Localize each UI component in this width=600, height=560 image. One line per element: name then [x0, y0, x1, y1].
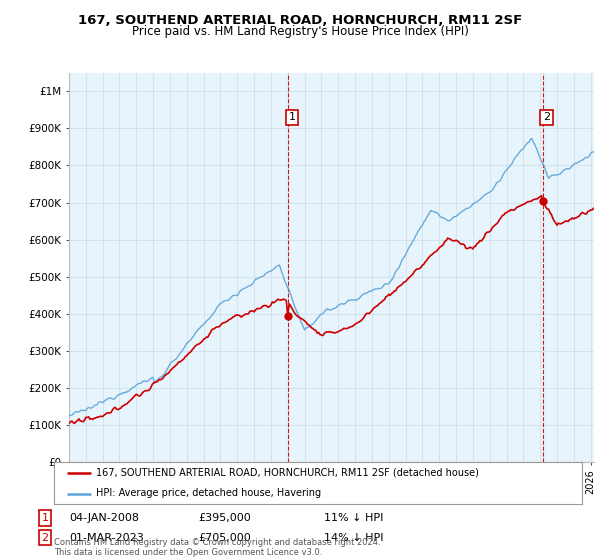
Text: 1: 1 — [289, 113, 295, 122]
Text: 01-MAR-2023: 01-MAR-2023 — [69, 533, 144, 543]
Text: 1: 1 — [41, 513, 49, 523]
Text: 14% ↓ HPI: 14% ↓ HPI — [324, 533, 383, 543]
Text: HPI: Average price, detached house, Havering: HPI: Average price, detached house, Have… — [96, 488, 322, 498]
Text: 11% ↓ HPI: 11% ↓ HPI — [324, 513, 383, 523]
Text: 167, SOUTHEND ARTERIAL ROAD, HORNCHURCH, RM11 2SF: 167, SOUTHEND ARTERIAL ROAD, HORNCHURCH,… — [78, 14, 522, 27]
Text: 2: 2 — [543, 113, 550, 122]
Text: Price paid vs. HM Land Registry's House Price Index (HPI): Price paid vs. HM Land Registry's House … — [131, 25, 469, 38]
Text: £705,000: £705,000 — [198, 533, 251, 543]
Text: 2: 2 — [41, 533, 49, 543]
Text: Contains HM Land Registry data © Crown copyright and database right 2024.
This d: Contains HM Land Registry data © Crown c… — [54, 538, 380, 557]
Text: 167, SOUTHEND ARTERIAL ROAD, HORNCHURCH, RM11 2SF (detached house): 167, SOUTHEND ARTERIAL ROAD, HORNCHURCH,… — [96, 468, 479, 478]
Text: 04-JAN-2008: 04-JAN-2008 — [69, 513, 139, 523]
Text: £395,000: £395,000 — [198, 513, 251, 523]
